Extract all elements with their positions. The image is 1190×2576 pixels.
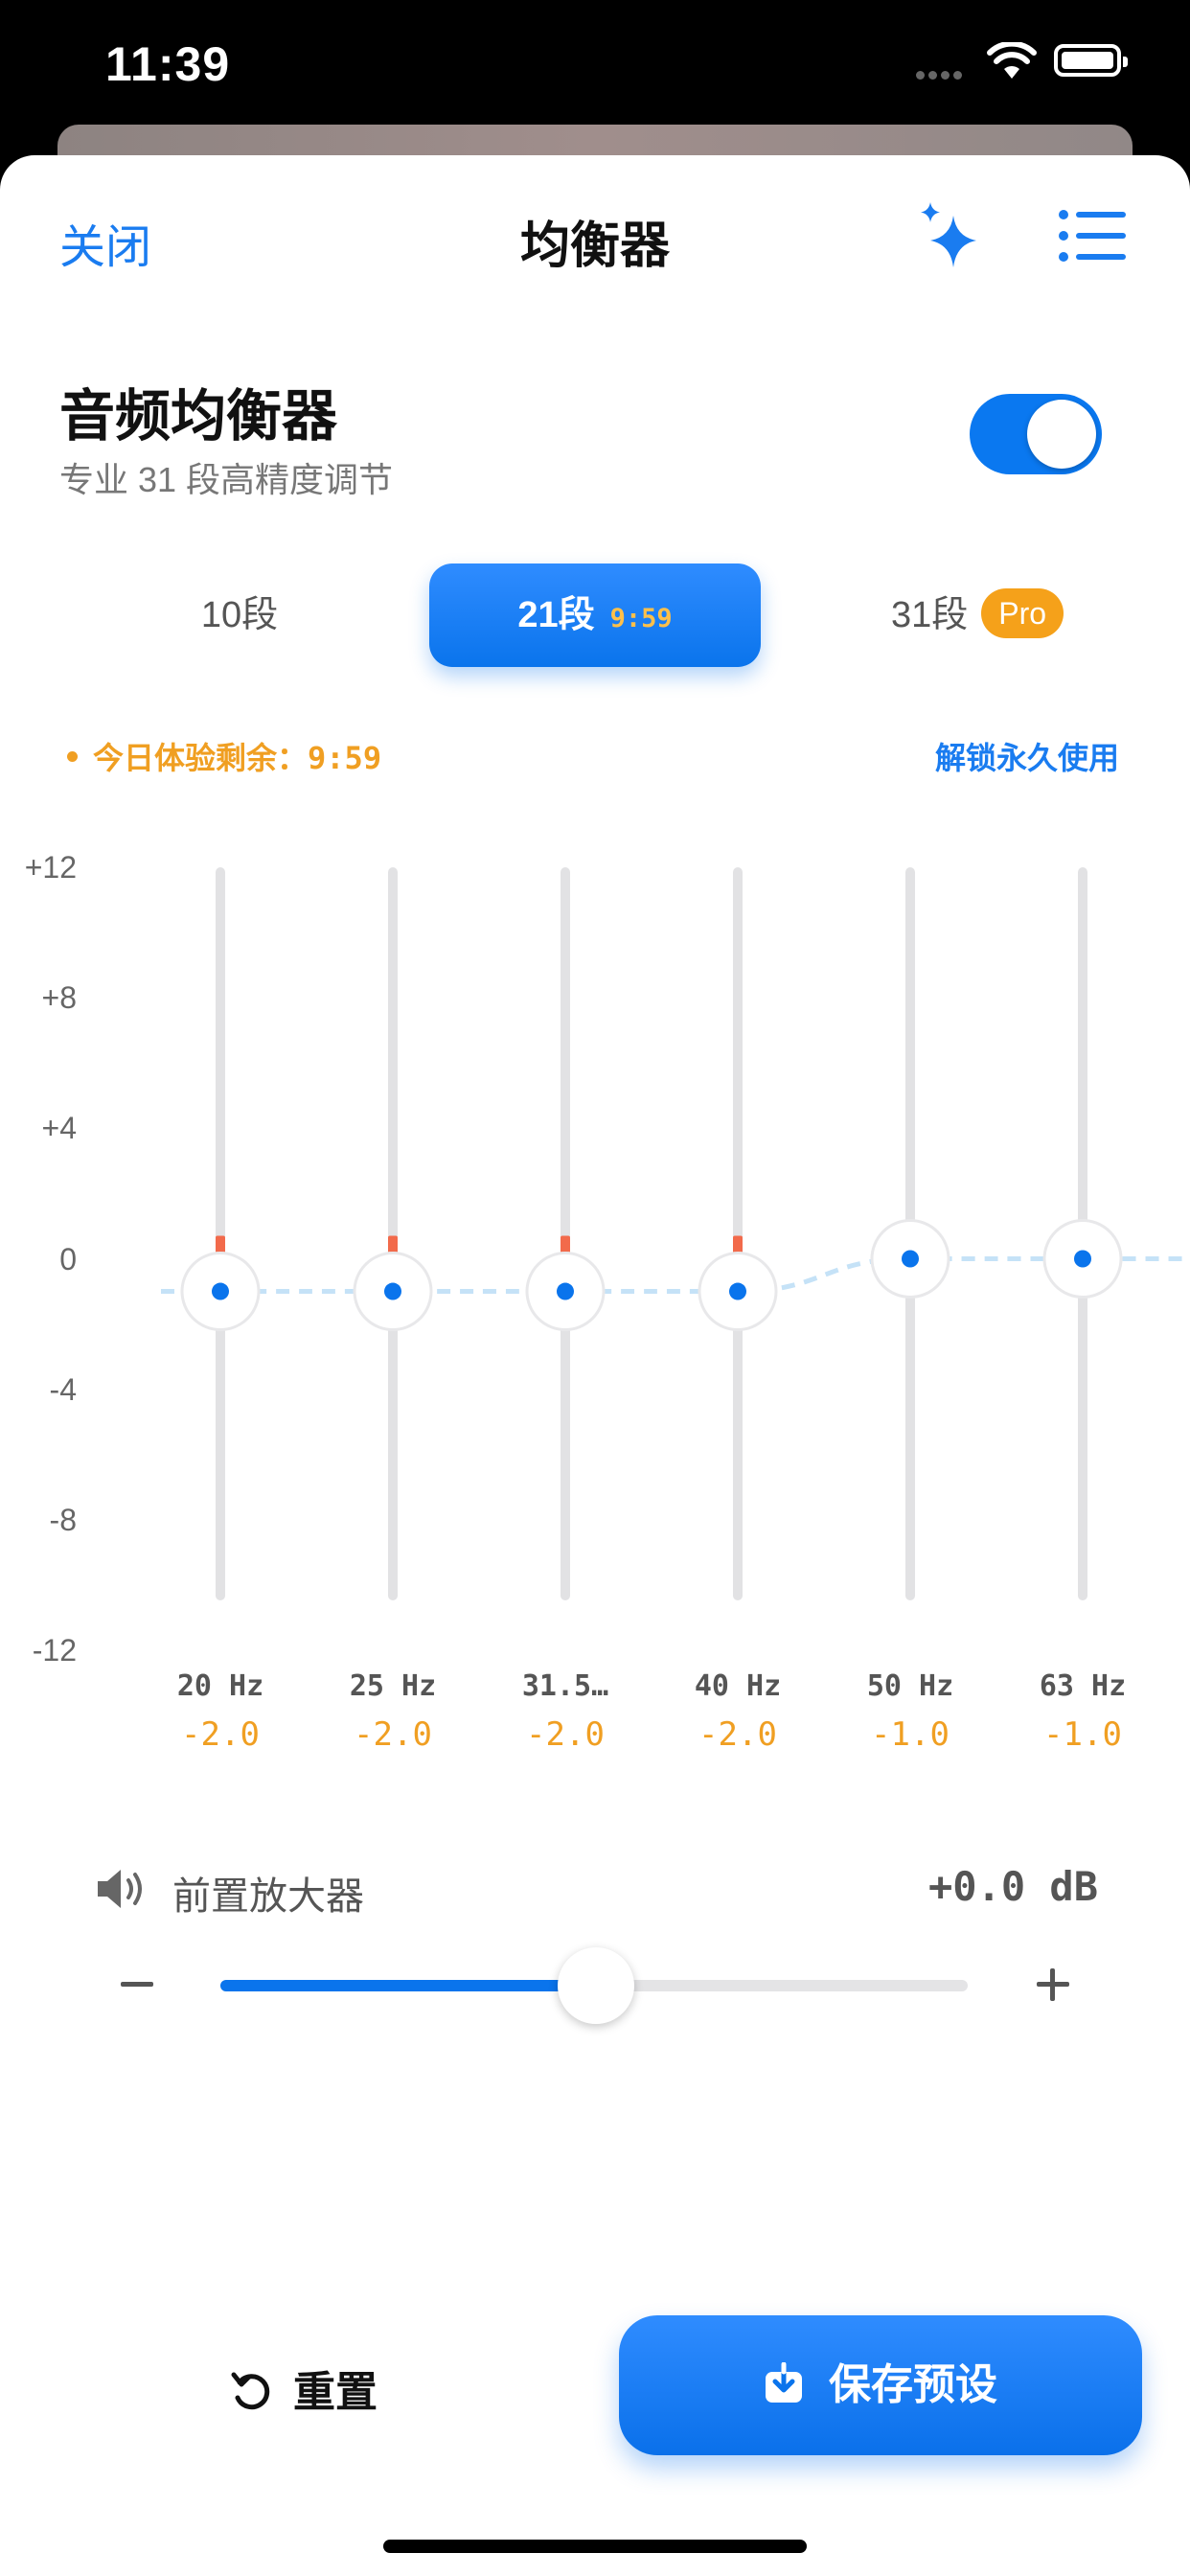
band-knob-dot[interactable] — [384, 1282, 401, 1300]
segment-label: 31段 — [890, 595, 969, 635]
segment-timer: 9:59 — [609, 604, 673, 633]
wifi-icon — [987, 42, 1037, 79]
y-axis-label: -8 — [49, 1502, 77, 1537]
close-button[interactable]: 关闭 — [59, 222, 152, 273]
band-knob-dot[interactable] — [902, 1250, 919, 1268]
band-track — [561, 867, 570, 1600]
cellular-signal-icon — [916, 67, 966, 84]
page-title: 均衡器 — [519, 218, 670, 274]
home-indicator — [383, 2540, 807, 2553]
y-axis-label: -12 — [32, 1633, 77, 1668]
status-bar: 11:39 — [0, 0, 1190, 134]
band-track — [216, 867, 225, 1600]
segment-10-band[interactable]: 10段 — [144, 564, 335, 667]
preamp-slider-thumb[interactable] — [558, 1947, 634, 2024]
trial-label: 今日体验剩余： — [93, 741, 309, 775]
reset-label: 重置 — [293, 2369, 378, 2416]
y-axis-label: 0 — [59, 1241, 77, 1276]
save-label: 保存预设 — [829, 2361, 997, 2408]
eq-enable-toggle[interactable] — [970, 394, 1102, 474]
segment-31-band[interactable]: 31段 Pro — [843, 564, 1111, 667]
band-frequency-label: 25 Hz — [349, 1669, 437, 1703]
y-axis-label: -4 — [49, 1371, 77, 1407]
equalizer-sheet: 关闭 均衡器 音频均衡器 专业 31 段高精度调节 10段 21段 9:59 31… — [0, 155, 1190, 2576]
speaker-icon — [98, 1870, 142, 1908]
status-time: 11:39 — [105, 37, 231, 91]
y-axis-label: +12 — [24, 850, 77, 885]
unlock-link[interactable]: 解锁永久使用 — [934, 741, 1119, 775]
band-track — [388, 867, 398, 1600]
download-icon — [766, 2361, 802, 2404]
eq-curve — [161, 1255, 1190, 1295]
eq-chart — [161, 867, 1190, 1600]
band-knob-dot[interactable] — [212, 1282, 229, 1300]
band-gain-label: -2.0 — [698, 1715, 777, 1754]
band-knob-dot[interactable] — [1074, 1250, 1091, 1268]
preamp-label: 前置放大器 — [172, 1875, 364, 1918]
sparkle-icon[interactable] — [915, 198, 984, 275]
save-preset-button[interactable]: 保存预设 — [619, 2315, 1142, 2455]
trial-dot-icon — [67, 751, 78, 763]
y-axis-label: +4 — [41, 1111, 77, 1146]
segment-label: 21段 — [517, 595, 595, 635]
y-axis-label: +8 — [41, 980, 77, 1016]
band-knob-dot[interactable] — [729, 1282, 746, 1300]
list-icon[interactable] — [1059, 209, 1128, 263]
band-gain-label: -1.0 — [1043, 1715, 1122, 1754]
band-frequency-label: 50 Hz — [866, 1669, 954, 1703]
band-frequency-label: 20 Hz — [176, 1669, 264, 1703]
band-gain-label: -1.0 — [871, 1715, 950, 1754]
eq-subtitle: 专业 31 段高精度调节 — [59, 460, 394, 499]
preamp-increase-button[interactable] — [1037, 1968, 1069, 2001]
toggle-knob — [1027, 400, 1096, 469]
preamp-value: +0.0 dB — [927, 1863, 1098, 1910]
segment-21-band[interactable]: 21段 9:59 — [429, 564, 761, 667]
band-track — [733, 867, 743, 1600]
trial-remaining: 今日体验剩余：9:59 — [67, 734, 381, 778]
preamp-decrease-button[interactable] — [121, 1982, 153, 1987]
segment-label: 10段 — [200, 595, 279, 635]
battery-icon — [1054, 44, 1128, 77]
reset-icon — [231, 2372, 270, 2410]
band-gain-label: -2.0 — [181, 1715, 260, 1754]
preamp-slider[interactable] — [220, 1980, 968, 1991]
band-frequency-label: 63 Hz — [1039, 1669, 1127, 1703]
band-frequency-label: 40 Hz — [694, 1669, 782, 1703]
reset-button[interactable]: 重置 — [230, 2358, 378, 2419]
trial-time: 9:59 — [308, 740, 382, 776]
band-knob-dot[interactable] — [557, 1282, 574, 1300]
band-gain-label: -2.0 — [354, 1715, 432, 1754]
band-gain-label: -2.0 — [526, 1715, 605, 1754]
preamp-slider-fill — [220, 1980, 596, 1991]
eq-title: 音频均衡器 — [59, 385, 338, 448]
pro-badge: Pro — [981, 587, 1064, 638]
band-frequency-label: 31.5… — [521, 1669, 609, 1703]
